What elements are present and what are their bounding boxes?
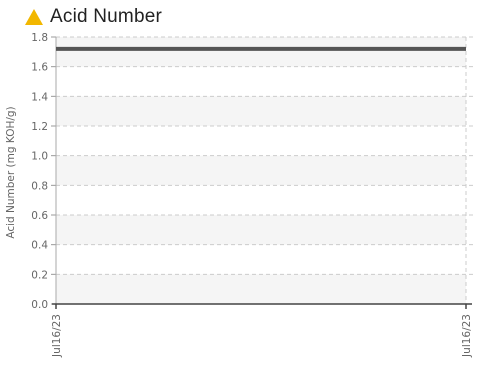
grid-band — [56, 274, 466, 304]
y-tick-label: 1.6 — [31, 62, 48, 74]
y-tick-label: 0.2 — [31, 269, 48, 281]
grid-band — [56, 37, 466, 67]
grid-band — [56, 96, 466, 126]
y-axis-label: Acid Number (mg KOH/g) — [5, 106, 17, 238]
warning-triangle-icon — [25, 9, 43, 25]
y-tick-label: 0.6 — [31, 210, 48, 222]
chart-title: Acid Number — [50, 6, 163, 27]
y-tick-label: 1.4 — [31, 91, 48, 103]
chart-header: Acid Number — [24, 4, 162, 30]
x-tick-label: Jul16/23 — [461, 314, 473, 358]
y-tick-label: 0.4 — [31, 240, 48, 252]
y-tick-label: 0.0 — [31, 299, 48, 311]
y-tick-label: 0.8 — [31, 180, 48, 192]
y-tick-label: 1.0 — [31, 151, 48, 163]
x-tick-label: Jul16/23 — [51, 314, 63, 358]
grid-band — [56, 215, 466, 245]
y-tick-label: 1.8 — [31, 32, 48, 44]
y-tick-label: 1.2 — [31, 121, 48, 133]
grid-band — [56, 155, 466, 186]
